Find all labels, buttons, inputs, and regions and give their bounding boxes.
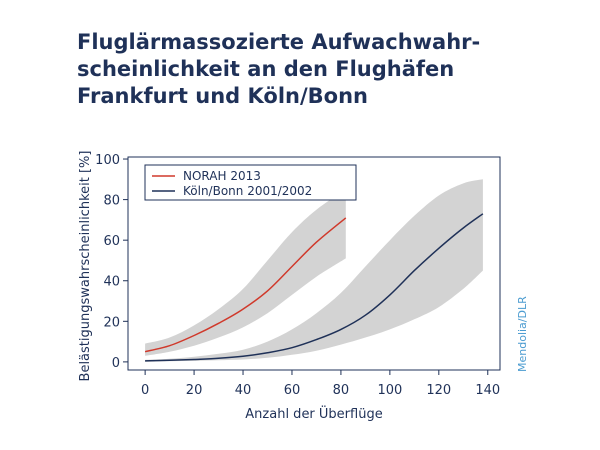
series-line-norah [144, 217, 347, 353]
chart-title-line-3: Frankfurt und Köln/Bonn [77, 84, 368, 108]
confidence-band-norah [145, 189, 346, 356]
x-tick-label: 100 [377, 383, 402, 398]
legend-box [144, 164, 357, 201]
confidence-bands [145, 179, 483, 362]
plot-frame [127, 156, 501, 371]
y-axis-ticks: 0 20 40 60 80 100 [95, 153, 128, 371]
y-tick-label: 60 [103, 234, 120, 249]
x-axis-label: Anzahl der Überflüge [245, 405, 382, 422]
x-tick-label: 0 [141, 383, 149, 398]
y-tick-label: 100 [95, 153, 120, 168]
y-tick-label: 0 [112, 356, 120, 371]
y-axis-label: Belästigungswahrscheinlichkeit [%] [78, 151, 93, 382]
x-tick-label: 140 [475, 383, 500, 398]
x-tick-label: 80 [333, 383, 350, 398]
legend: NORAH 2013 Köln/Bonn 2001/2002 [144, 164, 357, 201]
y-tick-label: 40 [103, 275, 120, 290]
x-tick-label: 120 [426, 383, 451, 398]
series-lines [144, 213, 484, 362]
x-axis-ticks: 0 20 40 60 80 100 120 140 [141, 370, 500, 398]
chart-title-line-2: scheinlichkeit an den Flughäfen [77, 57, 455, 81]
confidence-band-koeln-bonn [145, 179, 483, 362]
legend-label-koeln-bonn: Köln/Bonn 2001/2002 [183, 184, 312, 198]
image-credit: Mendolia/DLR [516, 296, 529, 372]
x-tick-label: 40 [235, 383, 252, 398]
y-tick-label: 20 [103, 315, 120, 330]
series-line-koeln-bonn [145, 213, 484, 362]
chart-title-line-1: Fluglärmassozierte Aufwachwahr- [77, 30, 481, 54]
x-tick-label: 20 [186, 383, 203, 398]
chart-title: Fluglärmassozierte Aufwachwahr- scheinli… [77, 29, 547, 110]
y-tick-label: 80 [103, 194, 120, 209]
legend-label-norah: NORAH 2013 [183, 169, 261, 183]
x-tick-label: 60 [284, 383, 301, 398]
